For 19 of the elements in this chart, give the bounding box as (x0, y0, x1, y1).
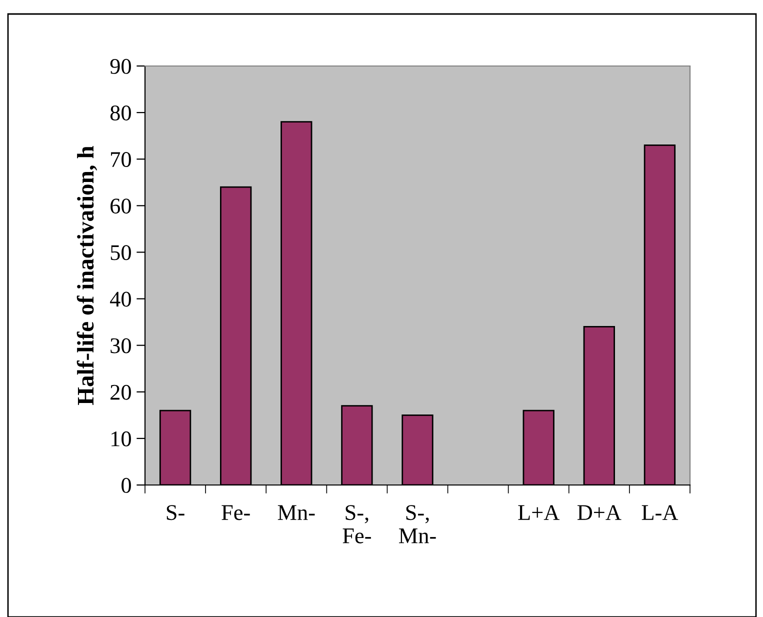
y-tick-label: 10 (112, 431, 131, 446)
x-tick-label: Fe- (222, 505, 250, 520)
y-tick-label: 0 (122, 478, 131, 493)
y-tick-label: 30 (110, 338, 131, 354)
x-tick-label: L-A (642, 505, 678, 520)
x-tick-label: Mn- (278, 505, 315, 520)
y-tick-label: 70 (111, 152, 131, 168)
y-tick-label: 90 (110, 58, 131, 74)
x-tick-label: S-, Fe- (342, 505, 371, 544)
x-tick-label: S- (166, 505, 184, 520)
x-tick-label: S-, Mn- (399, 505, 436, 544)
y-tick-label: 20 (110, 384, 131, 400)
y-tick-label: 60 (110, 198, 131, 214)
y-axis-title: Half-life of inactivation, h (76, 146, 98, 405)
x-tick-label: D+A (577, 505, 622, 520)
y-tick-label: 80 (110, 105, 131, 120)
y-tick-label: 40 (110, 292, 131, 307)
y-tick-label: 50 (110, 245, 131, 260)
x-tick-label: L+A (518, 505, 560, 520)
